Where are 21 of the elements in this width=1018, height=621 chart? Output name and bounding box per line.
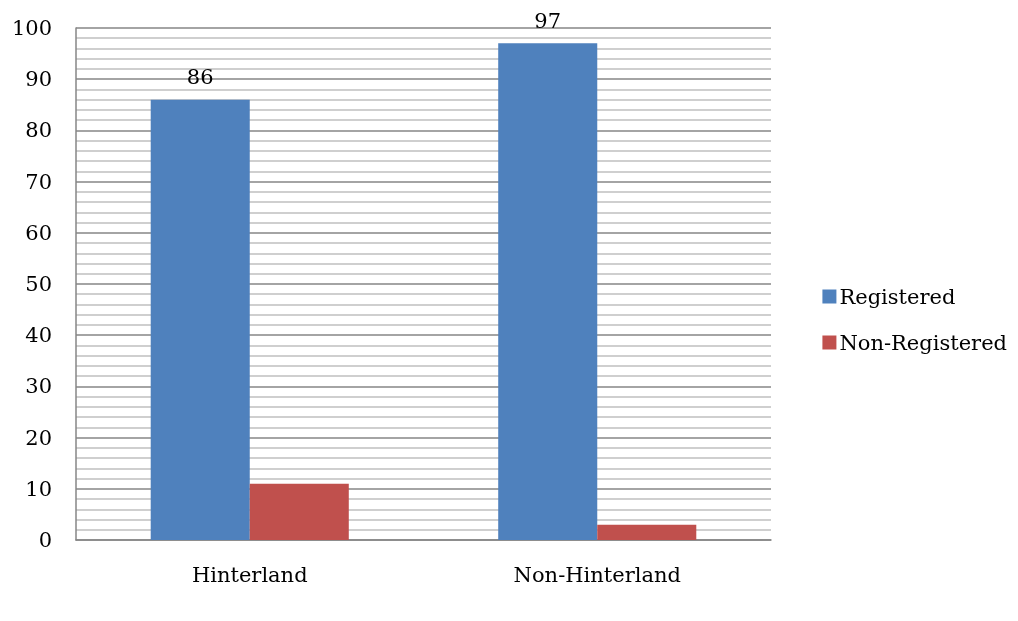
legend-label: Non-Registered xyxy=(839,330,1007,355)
y-tick-label: 10 xyxy=(25,476,52,501)
bar xyxy=(249,483,349,540)
x-tick-label: Non-Hinterland xyxy=(513,562,681,587)
legend-label: Registered xyxy=(839,284,956,309)
y-tick-label: 30 xyxy=(25,374,52,399)
bar xyxy=(498,43,598,540)
data-label: 97 xyxy=(534,8,562,33)
y-tick-label: 70 xyxy=(25,169,52,194)
bar xyxy=(150,99,250,540)
y-tick-label: 50 xyxy=(25,272,52,296)
y-tick-label: 0 xyxy=(38,528,52,552)
y-tick-label: 90 xyxy=(25,67,52,92)
y-tick-label: 80 xyxy=(25,118,52,143)
data-label: 86 xyxy=(186,65,214,90)
y-tick-label: 60 xyxy=(25,220,52,245)
y-tick-label: 100 xyxy=(11,16,52,40)
y-tick-label: 40 xyxy=(25,323,52,348)
x-tick-label: Hinterland xyxy=(191,562,308,587)
bar xyxy=(597,524,697,540)
y-tick-label: 20 xyxy=(25,425,52,450)
